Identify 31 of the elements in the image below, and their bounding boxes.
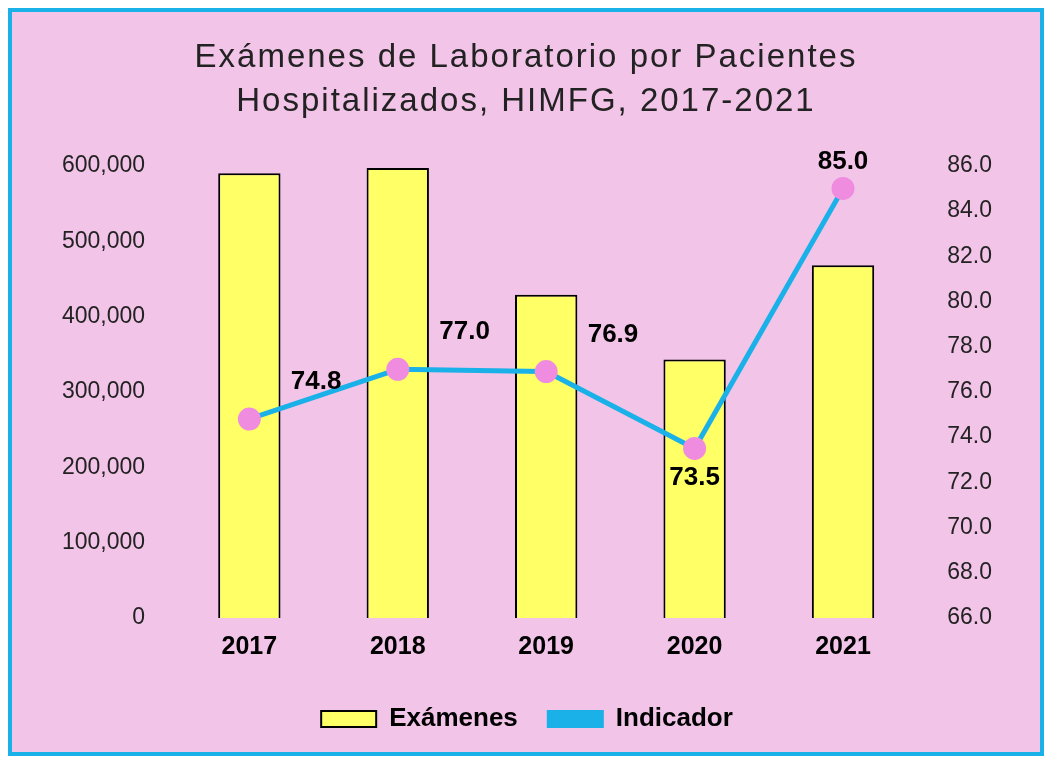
legend-label: Indicador bbox=[615, 702, 733, 733]
chart-title: Exámenes de Laboratorio por Pacientes Hospitalizados, HIMFG, 2017-2021 bbox=[193, 36, 859, 120]
y2-tick-label: 68.0 bbox=[947, 558, 992, 585]
x-tick-label: 2017 bbox=[221, 630, 278, 659]
y-tick-label: 100,000 bbox=[62, 527, 146, 554]
x-tick-label: 2021 bbox=[815, 630, 871, 659]
y-tick-label: 200,000 bbox=[62, 452, 146, 479]
data-label: 73.5 bbox=[669, 460, 720, 491]
x-tick-label: 2018 bbox=[369, 630, 426, 659]
legend-label: Exámenes bbox=[389, 702, 518, 733]
y-tick-label: 400,000 bbox=[62, 301, 146, 328]
data-label: 76.9 bbox=[587, 317, 639, 348]
y2-tick-label: 78.0 bbox=[947, 332, 992, 359]
y-tick-label: 600,000 bbox=[62, 151, 146, 178]
data-label: 77.0 bbox=[439, 315, 490, 346]
y-tick-label: 300,000 bbox=[62, 377, 146, 404]
x-tick-label: 2019 bbox=[518, 630, 574, 659]
data-label: 85.0 bbox=[817, 144, 869, 175]
data-label: 74.8 bbox=[290, 365, 342, 396]
y2-tick-label: 86.0 bbox=[947, 151, 992, 178]
y2-tick-label: 76.0 bbox=[947, 377, 992, 404]
y2-tick-label: 66.0 bbox=[947, 603, 992, 630]
y-tick-label: 500,000 bbox=[62, 226, 146, 253]
y2-tick-label: 82.0 bbox=[947, 241, 992, 268]
y2-tick-label: 80.0 bbox=[947, 286, 992, 313]
y2-tick-label: 74.0 bbox=[947, 422, 992, 449]
x-tick-label: 2020 bbox=[666, 630, 723, 659]
y2-tick-label: 72.0 bbox=[947, 467, 992, 494]
y2-tick-label: 70.0 bbox=[947, 512, 992, 539]
y-tick-label: 0 bbox=[132, 603, 146, 630]
y2-tick-label: 84.0 bbox=[947, 196, 992, 223]
